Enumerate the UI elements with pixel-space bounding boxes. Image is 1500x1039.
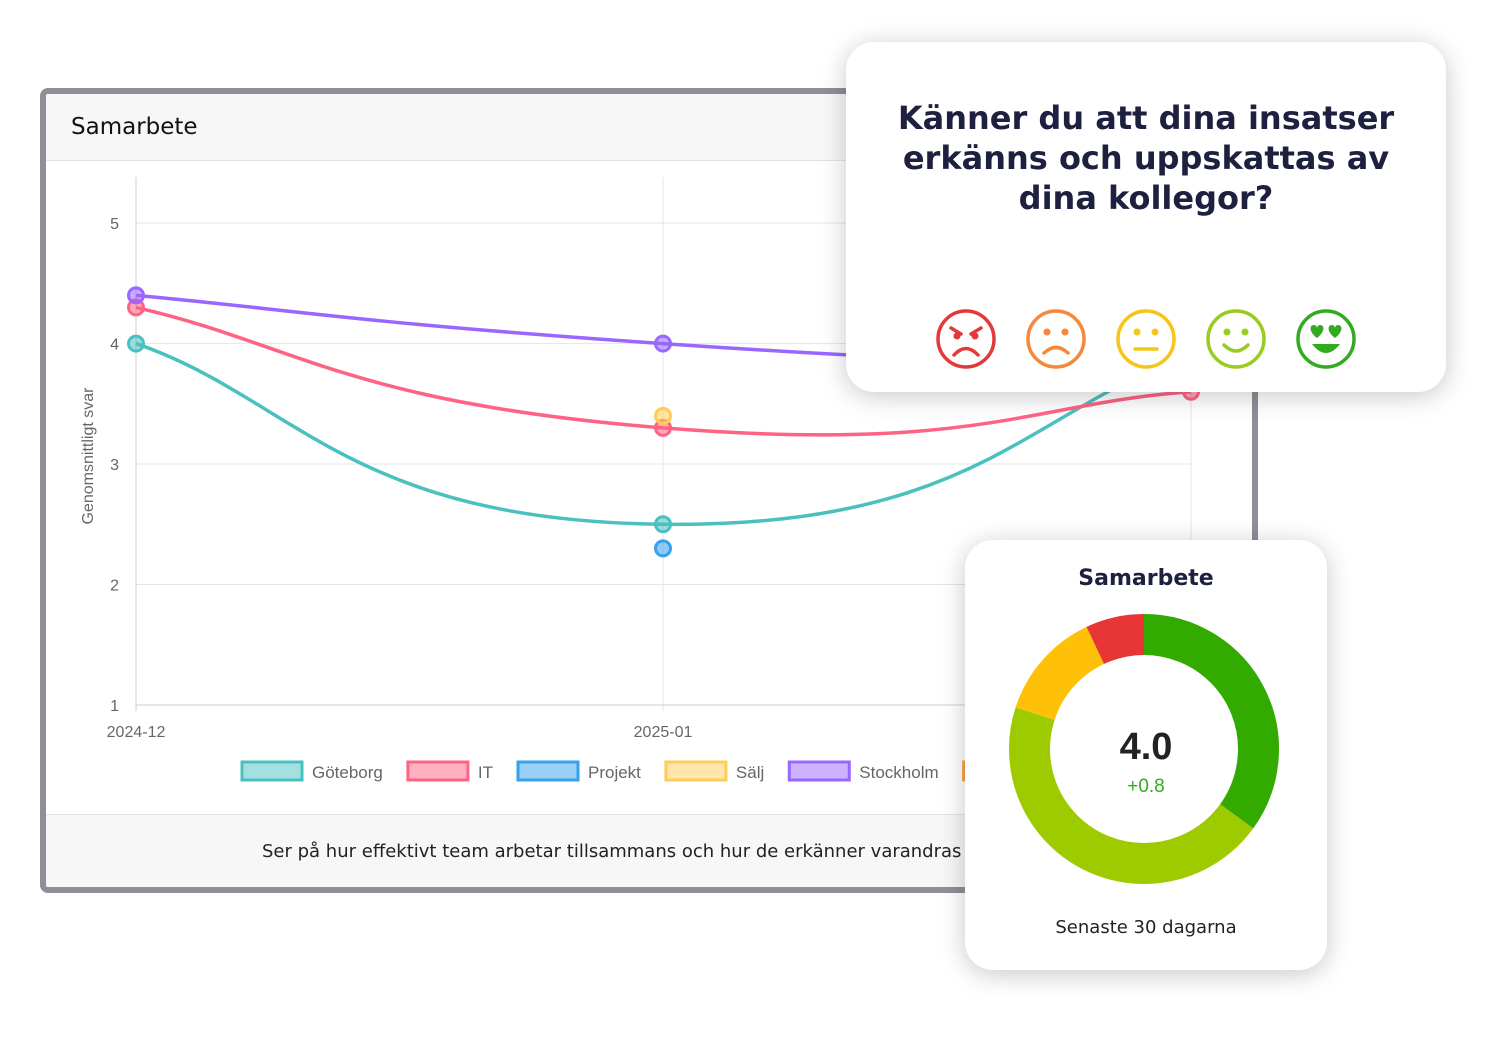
legend-label: Göteborg <box>312 763 383 782</box>
question-text: Känner du att dina insatser erkänns och … <box>897 99 1395 217</box>
legend-swatch <box>787 760 851 782</box>
x-tick-label: 2025-01 <box>634 724 693 741</box>
legend-label: Projekt <box>588 763 641 782</box>
y-tick-label: 4 <box>110 337 119 354</box>
data-point <box>654 406 672 425</box>
card-title: Samarbete <box>71 114 198 140</box>
donut-inner-edge <box>1050 655 1238 843</box>
legend: Göteborg IT Projekt Sälj Stockholm <box>240 760 1026 782</box>
donut-chart <box>1009 614 1279 884</box>
series-3 <box>654 406 672 425</box>
donut-title: Samarbete <box>1078 566 1214 591</box>
donut-slice <box>1086 614 1145 666</box>
donut-delta: +0.8 <box>1127 776 1165 797</box>
neutral-face-icon[interactable] <box>1115 308 1177 370</box>
data-point <box>654 515 672 534</box>
legend-swatch <box>240 760 304 782</box>
y-axis-label: Genomsnittligt svar <box>80 387 97 525</box>
donut-value: 4.0 <box>1119 726 1173 768</box>
legend-swatch <box>664 760 728 782</box>
legend-label: Sälj <box>736 763 764 782</box>
donut-period: Senaste 30 dagarna <box>1055 917 1237 938</box>
heart-eyes-face-icon[interactable] <box>1295 308 1357 370</box>
question-card: Känner du att dina insatser erkänns och … <box>846 42 1446 392</box>
data-point <box>654 334 672 353</box>
donut-card: Samarbete 4.0 +0.8 Senaste 30 dagarna <box>965 540 1327 970</box>
y-tick-label: 3 <box>110 457 119 474</box>
legend-swatch <box>406 760 470 782</box>
data-point <box>127 286 145 305</box>
sad-face-icon[interactable] <box>1025 308 1087 370</box>
legend-swatch <box>516 760 580 782</box>
data-point <box>654 539 672 558</box>
smile-face-icon[interactable] <box>1205 308 1267 370</box>
donut-slice <box>1009 707 1254 884</box>
y-tick-label: 5 <box>110 216 119 233</box>
donut-slice <box>1143 614 1279 829</box>
donut-slice <box>1015 626 1106 721</box>
angry-face-icon[interactable] <box>935 308 997 370</box>
series-2 <box>654 539 672 558</box>
x-tick-label: 2024-12 <box>107 724 166 741</box>
card-description: Ser på hur effektivt team arbetar tillsa… <box>262 841 973 862</box>
legend-label: Stockholm <box>859 763 938 782</box>
legend-label: IT <box>478 763 493 782</box>
data-point <box>127 334 145 353</box>
y-tick-label: 1 <box>110 698 119 715</box>
y-tick-label: 2 <box>110 578 119 595</box>
